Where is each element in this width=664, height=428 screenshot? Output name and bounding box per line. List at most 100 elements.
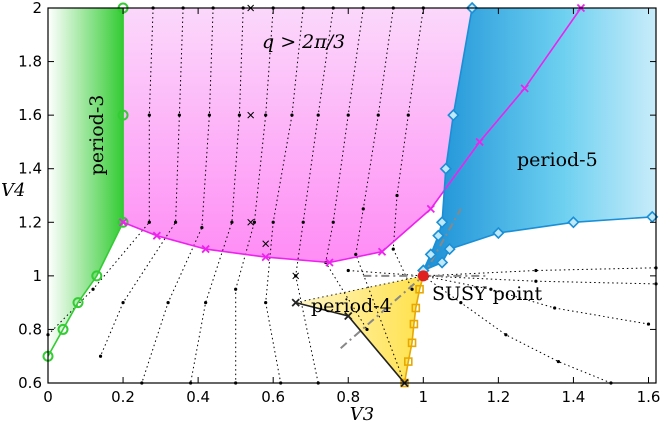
period3-boundary-marker-2 xyxy=(72,297,84,309)
period3-boundary-marker-3 xyxy=(91,270,103,282)
period5-region xyxy=(423,8,656,271)
period5-boundary-marker-4 xyxy=(439,162,452,175)
flow-point-3-1 xyxy=(237,113,242,117)
flow-point-5-3 xyxy=(264,301,268,305)
flow-point-2-2 xyxy=(200,226,204,230)
flow-point-9-1 xyxy=(406,113,410,117)
plot-frame xyxy=(47,7,657,384)
flow-point-2-3 xyxy=(166,301,170,305)
period5-lower-boundary-marker-4 xyxy=(567,216,580,229)
period4-region xyxy=(295,275,424,383)
flow-point-7-4 xyxy=(365,327,369,332)
flow-point-13-2 xyxy=(534,268,538,273)
flow-point-8-3 xyxy=(354,252,358,257)
y-tick-label-6: 1.8 xyxy=(18,53,42,71)
flow-point-4-1 xyxy=(264,113,268,117)
flow-point-9-4 xyxy=(410,287,414,291)
flow-point-7-1 xyxy=(346,113,350,117)
flow-point-1-4 xyxy=(98,354,103,358)
axes: 0 0.2 0.4 0.6 0.8 1 1.2 1.4 1.6 0.6 0.8 1 1.2 1.4 1.6 1… xyxy=(18,0,660,406)
period4-right-boundary-marker-3 xyxy=(409,319,419,329)
flow-point-1-2 xyxy=(174,220,178,224)
flow-point-1-1 xyxy=(177,113,181,117)
x-tick-label-2: 0.4 xyxy=(186,388,210,406)
y-tick-label-2: 1 xyxy=(32,267,42,285)
incommensurate-boundary-marker-4 xyxy=(325,258,334,267)
incommensurate-boundary-marker-7 xyxy=(475,137,484,147)
y-axis-label: V4 xyxy=(1,180,25,201)
fixed-cross-1 xyxy=(247,111,255,119)
flow-point-2-1 xyxy=(207,113,211,117)
flow-point-0-1 xyxy=(147,113,151,117)
flow-point-6-2 xyxy=(301,220,305,224)
y-tick-label-5: 1.6 xyxy=(18,106,42,124)
y-tick-label-4: 1.4 xyxy=(18,160,42,178)
x-tick-label-8: 1.6 xyxy=(637,388,661,406)
incommensurate-boundary-marker-5 xyxy=(377,247,387,256)
flow-point-0-2 xyxy=(147,220,151,224)
annotation-susy: SUSY point xyxy=(432,283,543,305)
fixed-cross-4 xyxy=(292,272,300,280)
period5-boundary-marker-5 xyxy=(447,109,460,122)
period5-boundary-marker-1 xyxy=(424,248,437,261)
flow-point-10-1 xyxy=(459,301,463,305)
flow-lines xyxy=(46,4,658,387)
incommensurate-boundary-marker-8 xyxy=(520,84,529,93)
y-tick-label-3: 1.2 xyxy=(18,213,42,231)
flow-point-13-0 xyxy=(346,268,350,273)
flow-point-8-2 xyxy=(361,207,365,211)
flow-point-11-2 xyxy=(553,306,557,310)
flow-line-1 xyxy=(100,7,184,357)
flow-line-13 xyxy=(348,267,657,277)
period4-top-edge xyxy=(295,275,424,304)
y-tick-label-7: 2 xyxy=(32,0,42,17)
flow-point-0-3 xyxy=(91,287,95,291)
period3-boundary-marker-5 xyxy=(117,109,129,121)
period5-lower-boundary-marker-1 xyxy=(435,256,449,269)
flow-point-12-1 xyxy=(534,279,538,283)
period3-boundary-marker-1 xyxy=(57,323,69,335)
annotation-period3: period-3 xyxy=(86,95,108,176)
period3-boundary-line xyxy=(47,8,124,357)
period4-right-boundary-line xyxy=(403,275,425,384)
flow-point-3-3 xyxy=(204,301,208,305)
y-tick-label-1: 0.8 xyxy=(18,320,42,338)
period5-lower-boundary-marker-3 xyxy=(492,226,505,240)
fixed-cross-2 xyxy=(247,218,255,226)
flow-point-10-2 xyxy=(504,333,508,337)
incommensurate-boundary-marker-2 xyxy=(201,244,210,254)
susy-point-marker xyxy=(417,270,429,282)
incommensurate-boundary-marker-6 xyxy=(426,204,435,214)
period4-right-boundary-marker-2 xyxy=(411,303,421,313)
flow-point-7-2 xyxy=(331,220,335,224)
x-tick-label-4: 0.8 xyxy=(336,388,360,406)
x-tick-label-3: 0.6 xyxy=(261,388,285,406)
flow-point-1-3 xyxy=(121,301,125,305)
incommensurate-boundary-marker-0 xyxy=(118,218,128,227)
incommensurate-boundary-line xyxy=(122,7,582,264)
flow-point-9-3 xyxy=(391,247,395,251)
annotation-incommensurate: q > 2π/3 xyxy=(262,31,345,53)
flow-point-11-3 xyxy=(646,322,651,326)
period3-region xyxy=(48,8,124,357)
x-tick-label-0: 0 xyxy=(43,388,53,406)
flow-point-11-1 xyxy=(489,287,493,291)
period3-boundary-marker-4 xyxy=(117,216,129,228)
x-tick-label-6: 1.2 xyxy=(486,388,510,406)
flow-point-9-2 xyxy=(395,193,399,198)
incommensurate-boundary-marker-3 xyxy=(261,252,270,262)
flow-line-4 xyxy=(235,7,274,383)
flow-point-8-1 xyxy=(376,113,380,117)
period5-boundary-marker-3 xyxy=(435,216,449,229)
period4-right-boundary-marker-4 xyxy=(407,338,417,348)
period5-boundary-marker-2 xyxy=(432,229,445,242)
period4-right-boundary-marker-1 xyxy=(415,284,424,294)
fixed-cross-3 xyxy=(262,240,270,248)
flow-point-5-2 xyxy=(271,220,275,224)
annotation-period5: period-5 xyxy=(517,149,598,171)
annotation-period4: period-4 xyxy=(311,295,392,317)
x-tick-label-1: 0.2 xyxy=(111,388,135,406)
y-tick-label-0: 0.6 xyxy=(18,374,42,392)
period4-left-boundary-marker-0 xyxy=(291,298,300,307)
